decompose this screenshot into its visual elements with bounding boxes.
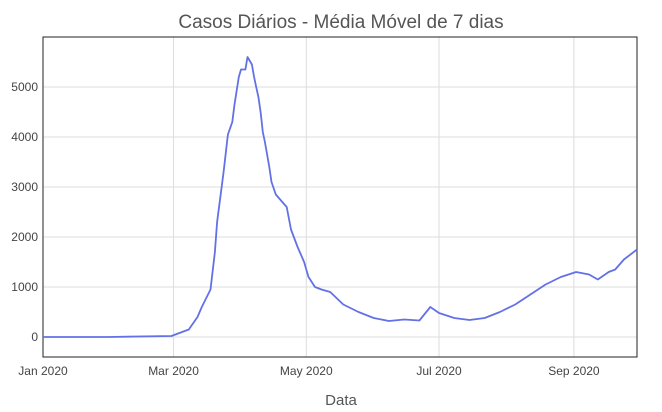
y-tick-label: 1000 bbox=[11, 280, 38, 294]
y-tick-label: 2000 bbox=[11, 230, 38, 244]
grid-lines bbox=[42, 37, 637, 357]
series-layer bbox=[43, 56, 638, 338]
y-tick-label: 3000 bbox=[11, 180, 38, 194]
y-tick-label: 0 bbox=[31, 330, 38, 344]
x-tick-label: Jul 2020 bbox=[416, 364, 462, 378]
y-tick-label: 5000 bbox=[11, 80, 38, 94]
x-axis-title: Data bbox=[325, 392, 357, 409]
series-line-0 bbox=[43, 56, 638, 338]
x-tick-label: Mar 2020 bbox=[148, 364, 199, 378]
y-tick-label: 4000 bbox=[11, 130, 38, 144]
x-axis-tick-labels: Jan 2020 Mar 2020 May 2020 Jul 2020 Sep 2020 bbox=[18, 364, 600, 378]
x-tick-label: Jan 2020 bbox=[18, 364, 68, 378]
chart-title: Casos Diários - Média Móvel de 7 dias bbox=[178, 12, 503, 33]
plot-frame bbox=[42, 36, 638, 358]
x-tick-label: May 2020 bbox=[280, 364, 333, 378]
y-axis-tick-labels: 0 1000 2000 3000 4000 5000 bbox=[11, 80, 38, 344]
x-tick-label: Sep 2020 bbox=[548, 364, 600, 378]
